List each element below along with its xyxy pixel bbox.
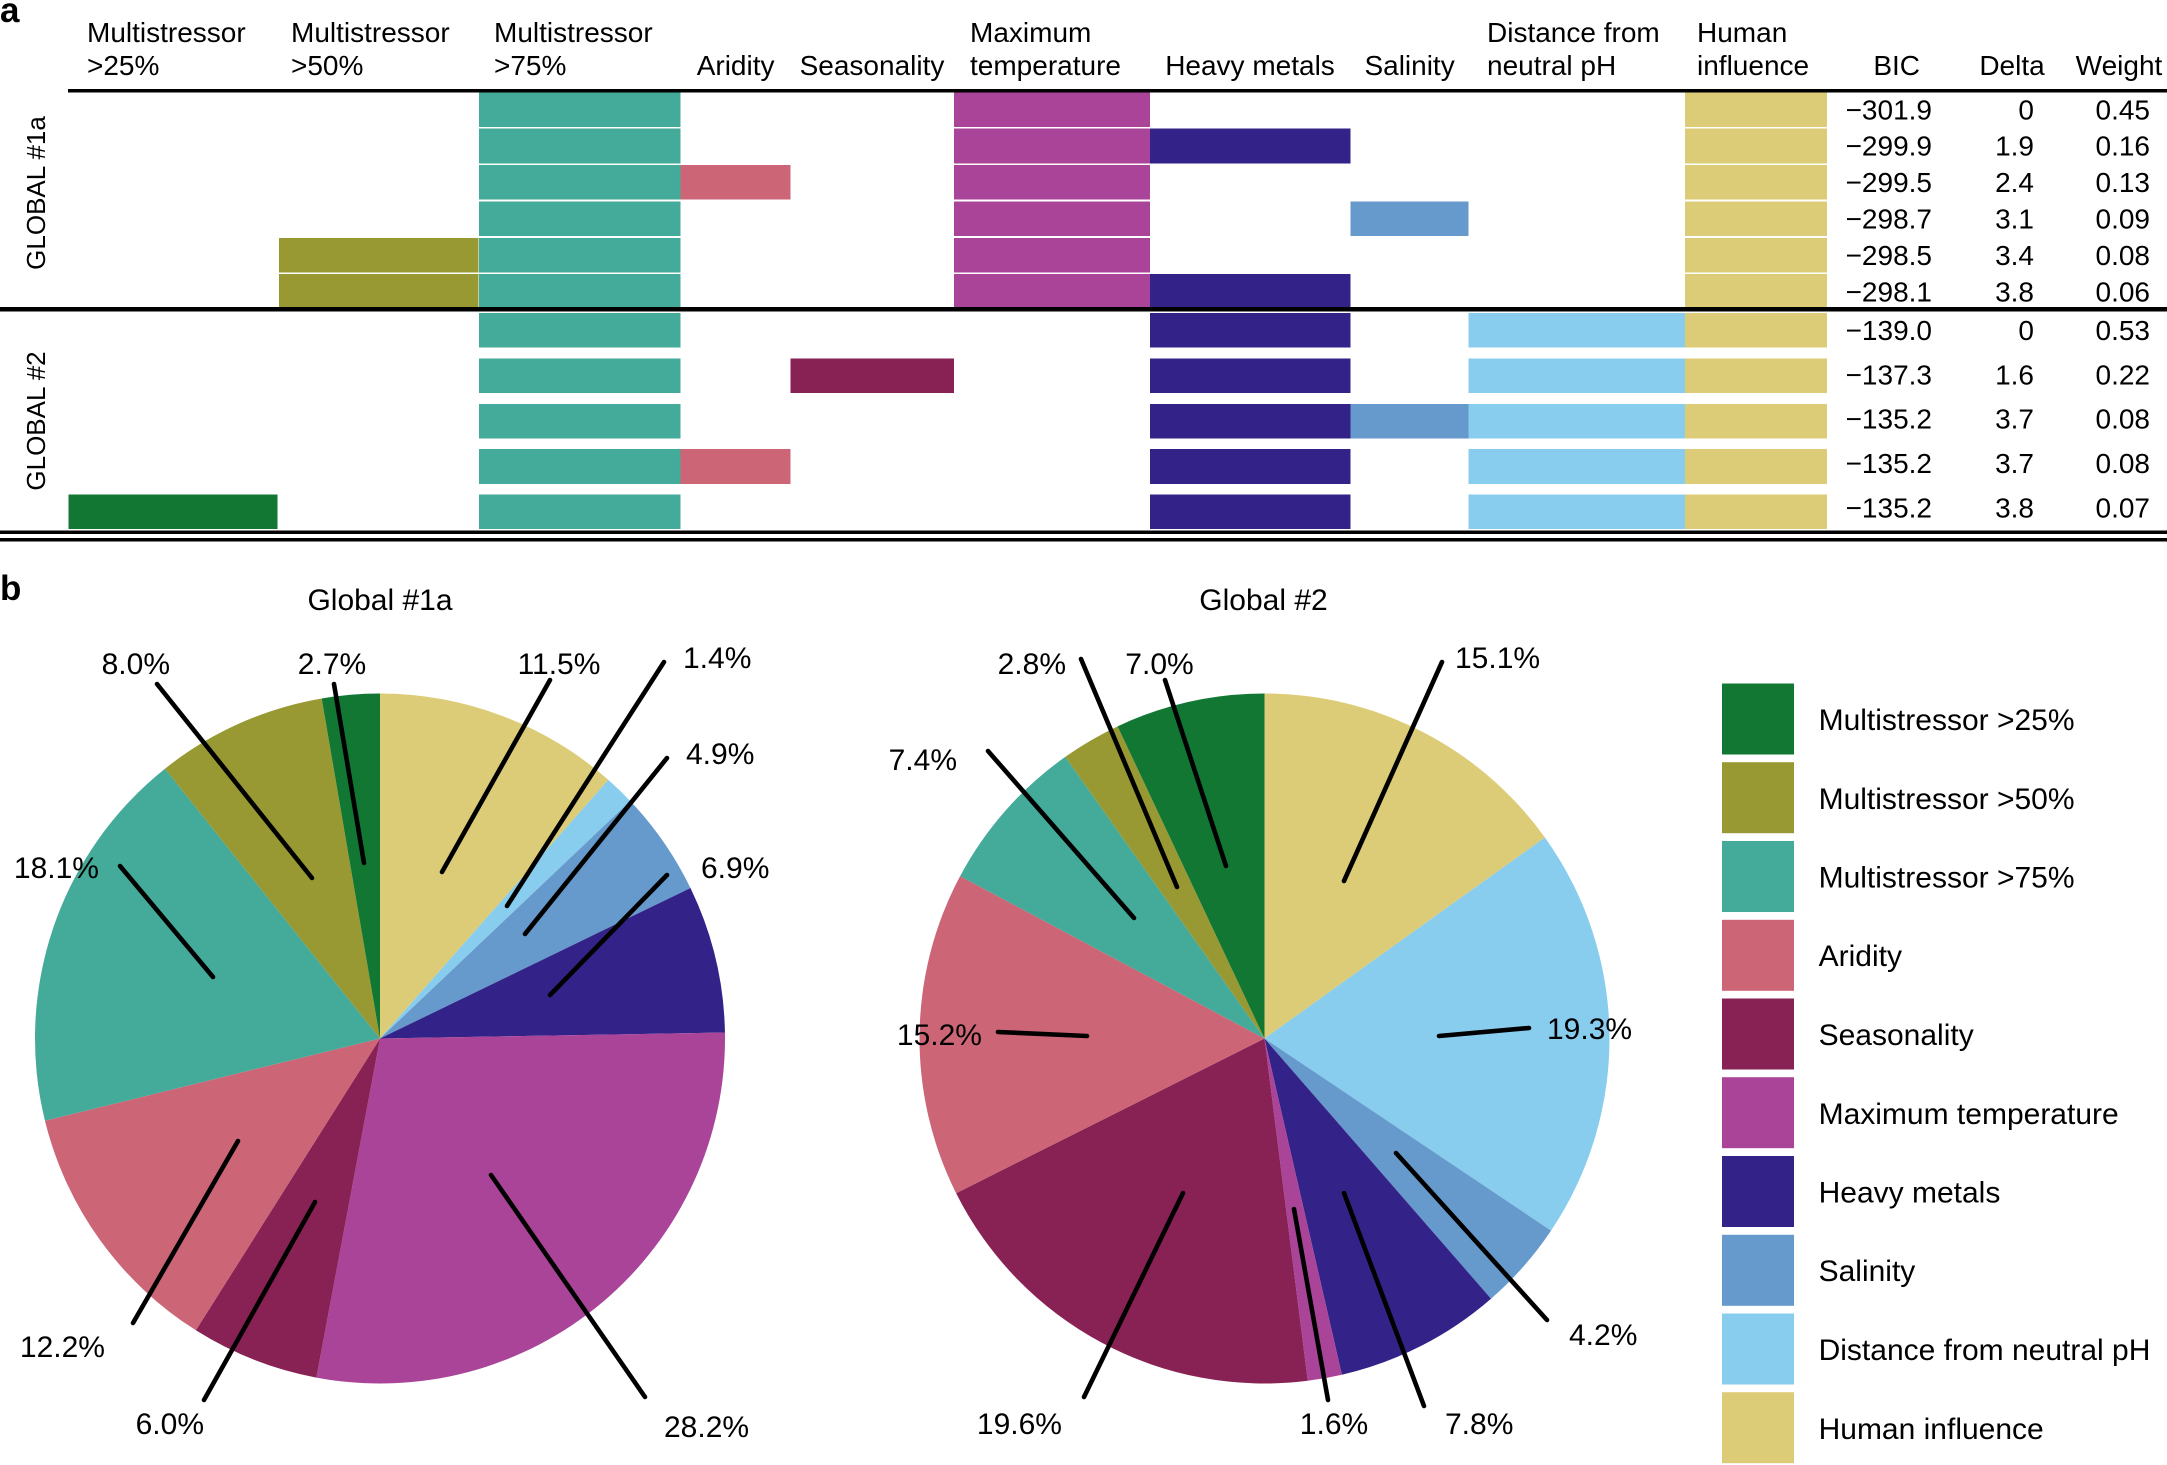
svg-text:>50%: >50% — [291, 50, 363, 81]
svg-text:7.4%: 7.4% — [889, 744, 957, 777]
svg-text:Aridity: Aridity — [1819, 940, 1902, 973]
svg-text:4.2%: 4.2% — [1569, 1319, 1637, 1352]
svg-text:0: 0 — [2018, 94, 2034, 125]
svg-text:0.08: 0.08 — [2096, 240, 2151, 271]
svg-text:Maximum temperature: Maximum temperature — [1819, 1098, 2119, 1131]
svg-text:19.6%: 19.6% — [977, 1408, 1062, 1441]
svg-text:1.6: 1.6 — [1995, 359, 2034, 390]
svg-text:−139.0: −139.0 — [1846, 315, 1932, 346]
svg-text:GLOBAL #2: GLOBAL #2 — [21, 351, 51, 490]
svg-text:3.8: 3.8 — [1995, 276, 2034, 307]
svg-text:>25%: >25% — [87, 50, 159, 81]
svg-text:19.3%: 19.3% — [1547, 1013, 1632, 1046]
svg-text:0.08: 0.08 — [2096, 404, 2151, 435]
svg-text:>75%: >75% — [494, 50, 566, 81]
svg-text:15.2%: 15.2% — [897, 1019, 982, 1052]
svg-text:2.8%: 2.8% — [998, 648, 1066, 681]
svg-text:0.13: 0.13 — [2096, 167, 2151, 198]
svg-text:−298.7: −298.7 — [1846, 204, 1932, 235]
svg-text:BIC: BIC — [1873, 50, 1920, 81]
svg-text:6.9%: 6.9% — [701, 852, 769, 885]
svg-text:Global #2: Global #2 — [1199, 584, 1327, 617]
svg-text:28.2%: 28.2% — [664, 1411, 749, 1444]
svg-text:0.53: 0.53 — [2096, 315, 2151, 346]
svg-text:1.4%: 1.4% — [683, 642, 751, 675]
svg-text:Distance from: Distance from — [1487, 17, 1660, 48]
svg-text:Seasonality: Seasonality — [1819, 1019, 1974, 1052]
svg-text:2.4: 2.4 — [1995, 167, 2034, 198]
svg-text:12.2%: 12.2% — [20, 1331, 105, 1364]
svg-text:Global #1a: Global #1a — [307, 584, 452, 617]
svg-text:Delta: Delta — [1979, 50, 2045, 81]
svg-text:−137.3: −137.3 — [1846, 359, 1932, 390]
svg-text:Salinity: Salinity — [1364, 50, 1454, 81]
svg-text:3.8: 3.8 — [1995, 492, 2034, 523]
svg-text:neutral pH: neutral pH — [1487, 50, 1616, 81]
svg-text:0.45: 0.45 — [2096, 94, 2151, 125]
svg-text:b: b — [0, 569, 21, 608]
svg-text:0.08: 0.08 — [2096, 448, 2151, 479]
svg-text:Heavy metals: Heavy metals — [1819, 1177, 2001, 1210]
svg-text:0.16: 0.16 — [2096, 131, 2151, 162]
svg-text:Maximum: Maximum — [970, 17, 1091, 48]
svg-text:11.5%: 11.5% — [518, 648, 601, 681]
svg-text:−298.5: −298.5 — [1846, 240, 1932, 271]
svg-text:18.1%: 18.1% — [14, 852, 99, 885]
svg-text:8.0%: 8.0% — [102, 648, 170, 681]
svg-text:a: a — [0, 0, 20, 30]
svg-text:Multistressor >50%: Multistressor >50% — [1819, 783, 2075, 816]
svg-text:Multistressor: Multistressor — [87, 17, 246, 48]
svg-text:Human influence: Human influence — [1819, 1413, 2044, 1446]
svg-text:Distance from neutral pH: Distance from neutral pH — [1819, 1334, 2151, 1367]
svg-text:influence: influence — [1697, 50, 1809, 81]
svg-text:1.6%: 1.6% — [1300, 1408, 1368, 1441]
svg-text:3.7: 3.7 — [1995, 404, 2034, 435]
svg-text:Multistressor >25%: Multistressor >25% — [1819, 704, 2075, 737]
svg-text:2.7%: 2.7% — [298, 648, 366, 681]
svg-text:Heavy metals: Heavy metals — [1165, 50, 1335, 81]
svg-text:7.0%: 7.0% — [1125, 648, 1193, 681]
svg-text:GLOBAL #1a: GLOBAL #1a — [21, 116, 51, 270]
svg-text:6.0%: 6.0% — [136, 1408, 204, 1441]
svg-text:Seasonality: Seasonality — [800, 50, 945, 81]
svg-text:Human: Human — [1697, 17, 1787, 48]
svg-text:−299.9: −299.9 — [1846, 131, 1932, 162]
svg-text:−301.9: −301.9 — [1846, 94, 1932, 125]
svg-text:temperature: temperature — [970, 50, 1121, 81]
svg-text:3.7: 3.7 — [1995, 448, 2034, 479]
svg-text:−135.2: −135.2 — [1846, 404, 1932, 435]
svg-text:7.8%: 7.8% — [1445, 1408, 1513, 1441]
svg-text:−135.2: −135.2 — [1846, 492, 1932, 523]
svg-text:−135.2: −135.2 — [1846, 448, 1932, 479]
svg-text:4.9%: 4.9% — [686, 738, 754, 771]
svg-text:0.07: 0.07 — [2096, 492, 2151, 523]
svg-text:−298.1: −298.1 — [1846, 276, 1932, 307]
svg-text:Multistressor: Multistressor — [494, 17, 653, 48]
svg-text:Weight: Weight — [2076, 50, 2163, 81]
svg-text:1.9: 1.9 — [1995, 131, 2034, 162]
svg-text:3.4: 3.4 — [1995, 240, 2034, 271]
svg-text:Multistressor >75%: Multistressor >75% — [1819, 862, 2075, 895]
svg-text:15.1%: 15.1% — [1455, 642, 1540, 675]
svg-text:Salinity: Salinity — [1819, 1255, 1916, 1288]
svg-text:3.1: 3.1 — [1995, 204, 2034, 235]
svg-text:0.22: 0.22 — [2096, 359, 2151, 390]
svg-text:Aridity: Aridity — [697, 50, 775, 81]
svg-text:−299.5: −299.5 — [1846, 167, 1932, 198]
svg-text:0.09: 0.09 — [2096, 204, 2151, 235]
svg-text:0.06: 0.06 — [2096, 276, 2151, 307]
svg-text:Multistressor: Multistressor — [291, 17, 450, 48]
svg-text:0: 0 — [2018, 315, 2034, 346]
